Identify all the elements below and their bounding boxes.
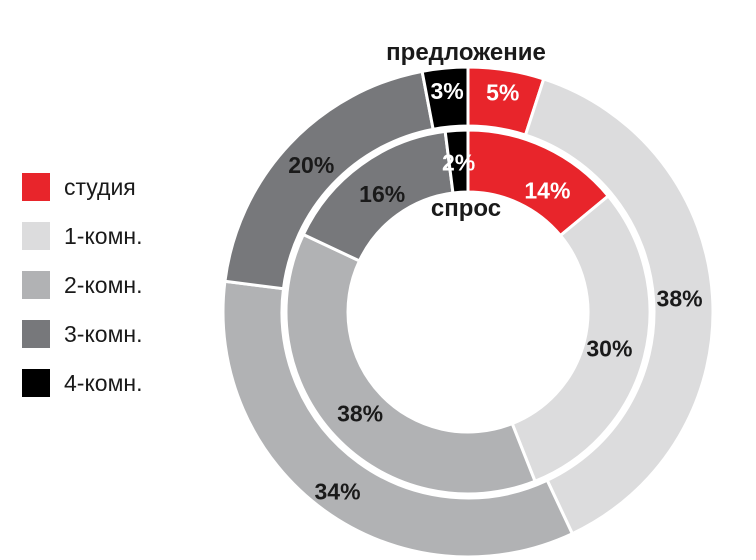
outer-label-2-room: 34% bbox=[314, 479, 360, 505]
legend-item-studio: студия bbox=[22, 172, 142, 202]
outer-label-1-room: 38% bbox=[657, 286, 703, 312]
outer-label-4-room: 3% bbox=[430, 78, 463, 104]
inner-slice-4-room bbox=[443, 128, 470, 195]
legend-item-1-room: 1-комн. bbox=[22, 221, 142, 251]
legend-swatch-3-room bbox=[22, 320, 50, 348]
outer-ring bbox=[221, 65, 715, 559]
legend-swatch-1-room bbox=[22, 222, 50, 250]
chart-legend: студия 1-комн. 2-комн. 3-комн. 4-комн. bbox=[22, 172, 142, 417]
inner-label-studio: 14% bbox=[524, 178, 570, 204]
inner-label-4-room: 2% bbox=[442, 149, 475, 175]
outer-ring-title: предложение bbox=[386, 39, 546, 66]
legend-swatch-4-room bbox=[22, 369, 50, 397]
legend-label-studio: студия bbox=[64, 173, 136, 200]
inner-ring bbox=[284, 128, 652, 496]
legend-swatch-studio bbox=[22, 173, 50, 201]
inner-slice-2-room bbox=[284, 232, 537, 496]
legend-label-4-room: 4-комн. bbox=[64, 369, 143, 396]
outer-label-studio: 5% bbox=[486, 80, 519, 106]
outer-slice-4-room bbox=[420, 65, 470, 132]
inner-ring-title: спрос bbox=[431, 195, 501, 222]
legend-item-3-room: 3-комн. bbox=[22, 319, 142, 349]
legend-label-1-room: 1-комн. bbox=[64, 222, 143, 249]
inner-label-3-room: 16% bbox=[359, 181, 405, 207]
inner-label-2-room: 38% bbox=[337, 400, 383, 426]
outer-slice-1-room bbox=[523, 77, 715, 536]
outer-label-3-room: 20% bbox=[288, 152, 334, 178]
outer-slice-2-room bbox=[221, 279, 575, 559]
legend-item-4-room: 4-комн. bbox=[22, 368, 142, 398]
legend-label-2-room: 2-комн. bbox=[64, 271, 143, 298]
legend-label-3-room: 3-комн. bbox=[64, 320, 143, 347]
legend-swatch-2-room bbox=[22, 271, 50, 299]
inner-label-1-room: 30% bbox=[586, 335, 632, 361]
legend-item-2-room: 2-комн. bbox=[22, 270, 142, 300]
percent-labels: 5% 38% 34% 20% 3% 14% 30% 38% 16% 2% bbox=[288, 78, 702, 505]
inner-slice-1-room bbox=[510, 193, 652, 484]
